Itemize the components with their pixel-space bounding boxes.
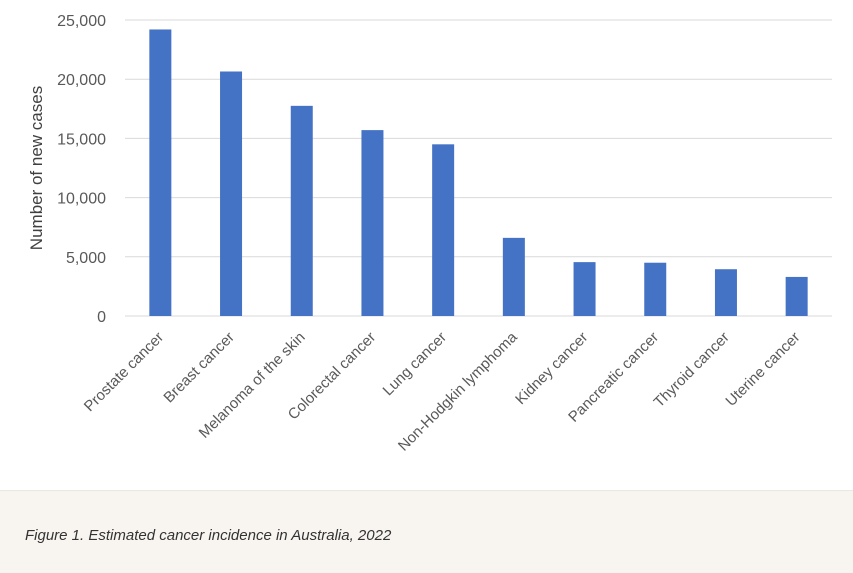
y-tick-label: 0 — [97, 309, 106, 326]
bar — [220, 71, 243, 316]
gridlines — [125, 19, 832, 317]
x-tick-label: Prostate cancer — [81, 329, 167, 415]
bar — [573, 262, 596, 316]
bar-chart: 0 5,000 10,000 15,000 20,000 25,000 Prostate … — [27, 13, 832, 455]
bar — [644, 262, 667, 316]
x-tick-label: Uterine cancer — [722, 329, 803, 410]
x-tick-label: Non-Hodgkin lymphoma — [395, 328, 521, 454]
y-tick-label: 5,000 — [66, 250, 106, 267]
x-tick-label: Thyroid cancer — [651, 329, 733, 411]
figure-caption: Figure 1. Estimated cancer incidence in … — [25, 527, 392, 544]
y-tick-labels: 0 5,000 10,000 15,000 20,000 25,000 — [57, 13, 106, 326]
x-tick-label: Kidney cancer — [512, 329, 591, 408]
y-tick-label: 25,000 — [57, 13, 106, 30]
bar — [361, 130, 384, 316]
bar — [432, 144, 455, 316]
y-tick-label: 15,000 — [57, 131, 106, 148]
y-tick-label: 10,000 — [57, 191, 106, 208]
bars — [149, 29, 808, 317]
bar — [149, 29, 172, 317]
bar — [502, 237, 525, 316]
x-tick-label: Lung cancer — [380, 329, 450, 399]
bar — [785, 276, 808, 316]
y-tick-label: 20,000 — [57, 72, 106, 89]
figure-caption-panel: Figure 1. Estimated cancer incidence in … — [0, 490, 853, 573]
y-axis-label: Number of new cases — [27, 86, 46, 250]
bar — [714, 269, 737, 316]
x-tick-label: Breast cancer — [160, 329, 237, 406]
bar — [290, 105, 313, 316]
